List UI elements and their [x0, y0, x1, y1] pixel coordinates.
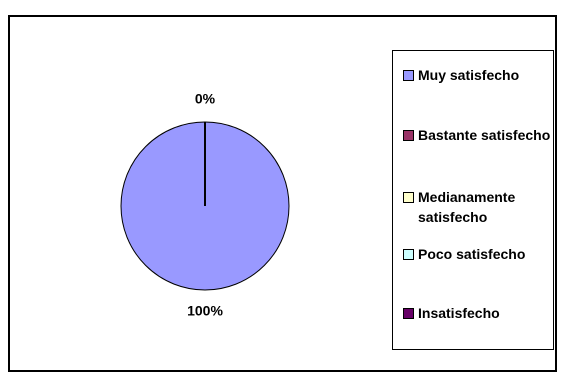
- legend-label: Medianamente satisfecho: [418, 189, 516, 225]
- legend-entry: Muy satisfecho: [403, 65, 553, 85]
- legend-label: Insatisfecho: [418, 305, 500, 321]
- legend-entry: Medianamente satisfecho: [403, 187, 553, 227]
- legend: Muy satisfecho Bastante satisfecho Mediana…: [392, 50, 554, 350]
- legend-label: Muy satisfecho: [418, 67, 520, 83]
- legend-label: Bastante satisfecho: [418, 127, 551, 143]
- legend-swatch: [403, 70, 414, 81]
- legend-label: Poco satisfecho: [418, 246, 526, 262]
- legend-entry: Poco satisfecho: [403, 244, 553, 264]
- data-label: 0%: [195, 91, 216, 107]
- legend-swatch: [403, 130, 414, 141]
- legend-swatch: [403, 249, 414, 260]
- data-label: 100%: [187, 303, 223, 319]
- legend-entry: Bastante satisfecho: [403, 125, 553, 145]
- legend-swatch: [403, 192, 414, 203]
- legend-swatch: [403, 308, 414, 319]
- legend-entry: Insatisfecho: [403, 303, 553, 323]
